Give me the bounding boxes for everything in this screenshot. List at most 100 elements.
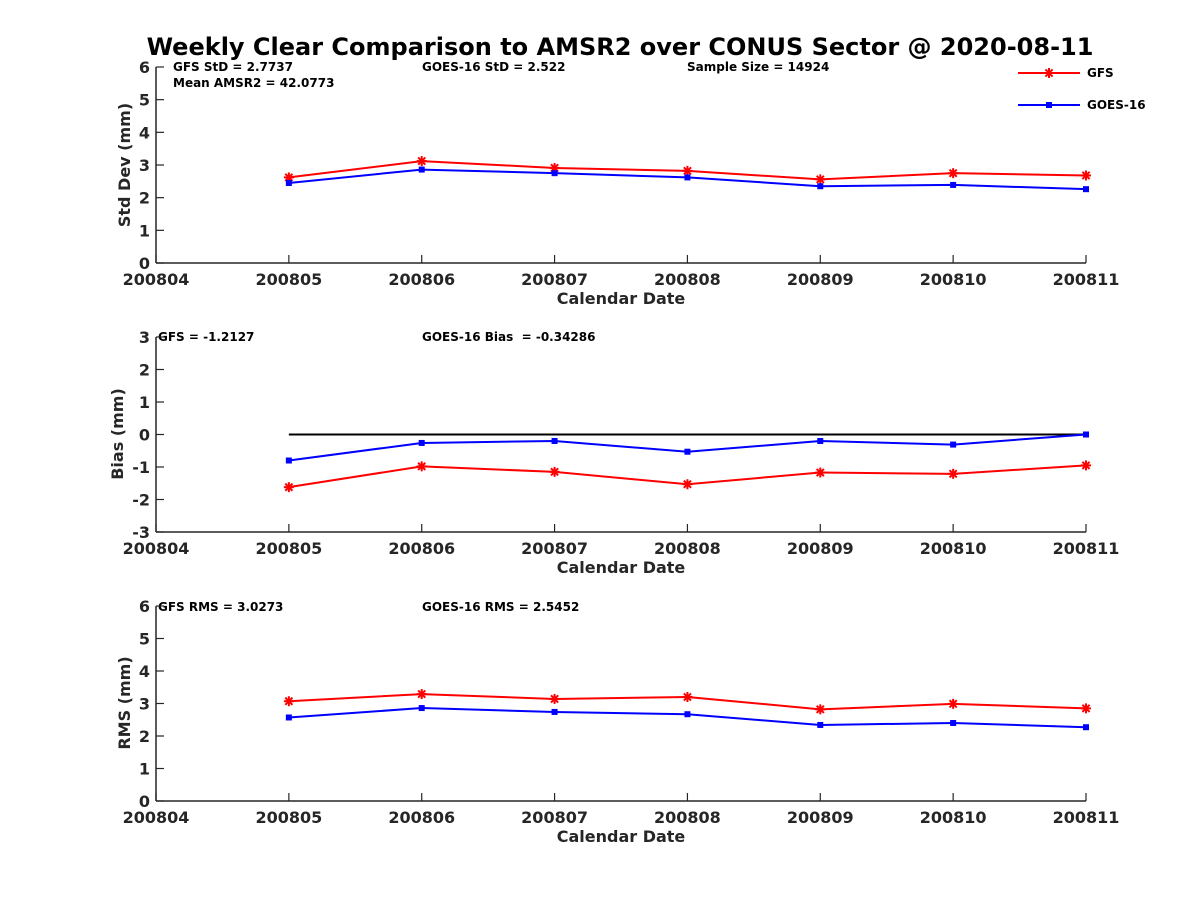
y-tick-label: 4 <box>139 123 150 142</box>
x-tick-label: 200811 <box>1053 270 1120 289</box>
goes-rms-annotation: GOES-16 RMS = 2.5452 <box>422 600 579 614</box>
data-point-gfs <box>416 156 427 167</box>
x-tick-label: 200810 <box>920 270 987 289</box>
gfs-std-annotation: GFS StD = 2.7737 <box>173 60 293 74</box>
x-tick-label: 200807 <box>521 270 588 289</box>
y-tick-label: 2 <box>139 727 150 746</box>
data-point-gfs <box>283 696 294 707</box>
x-tick-label: 200804 <box>123 539 190 558</box>
data-point-gfs <box>682 479 693 490</box>
x-tick-label: 200805 <box>255 270 322 289</box>
y-tick-label: 5 <box>139 91 150 110</box>
data-point-gfs <box>682 692 693 702</box>
y-tick-label: 3 <box>139 695 150 714</box>
y-tick-label: 3 <box>139 328 150 347</box>
sample-size-annotation: Sample Size = 14924 <box>687 60 829 74</box>
y-axis-label: Std Dev (mm) <box>115 103 134 227</box>
figure-title: Weekly Clear Comparison to AMSR2 over CO… <box>147 33 1094 61</box>
x-tick-label: 200809 <box>787 539 854 558</box>
rms-panel: RMS (mm) Calendar Date GFS RMS = 3.0273 … <box>115 597 1119 846</box>
data-point-goes16 <box>285 179 292 186</box>
x-tick-label: 200810 <box>920 808 987 827</box>
series-line-goes16 <box>288 707 1087 729</box>
data-point-goes16 <box>285 457 292 464</box>
data-point-goes16 <box>684 174 691 181</box>
data-point-goes16 <box>1083 186 1089 193</box>
data-point-gfs <box>948 168 959 179</box>
data-point-goes16 <box>950 181 957 188</box>
y-tick-label: 6 <box>139 58 150 77</box>
legend: GFS GOES-16 <box>1018 66 1146 112</box>
y-tick-label: 4 <box>139 662 150 681</box>
bias-panel: Bias (mm) Calendar Date GFS = -1.2127 GO… <box>108 328 1119 577</box>
stddev-panel: Std Dev (mm) Calendar Date GFS StD = 2.7… <box>115 58 1119 308</box>
x-tick-label: 200805 <box>255 808 322 827</box>
data-point-gfs <box>549 693 560 704</box>
x-tick-label: 200806 <box>388 539 455 558</box>
data-point-goes16 <box>684 448 691 455</box>
x-tick-label: 200811 <box>1053 808 1120 827</box>
y-tick-label: 0 <box>139 792 150 811</box>
y-tick-label: 1 <box>139 221 150 240</box>
data-point-gfs <box>815 467 826 478</box>
x-tick-label: 200811 <box>1053 539 1120 558</box>
y-tick-label: -2 <box>132 491 150 510</box>
x-tick-label: 200806 <box>388 808 455 827</box>
x-tick-label: 200808 <box>654 539 721 558</box>
mean-amsr2-annotation: Mean AMSR2 = 42.0773 <box>173 76 334 90</box>
x-tick-label: 200807 <box>521 539 588 558</box>
data-point-gfs <box>283 482 294 493</box>
x-tick-label: 200804 <box>123 270 190 289</box>
x-axis-label: Calendar Date <box>557 289 686 308</box>
data-point-gfs <box>682 165 693 176</box>
data-point-goes16 <box>551 170 558 177</box>
data-point-goes16 <box>817 438 824 444</box>
x-axis-label: Calendar Date <box>557 558 686 577</box>
x-tick-label: 200810 <box>920 539 987 558</box>
data-point-goes16 <box>817 721 824 728</box>
goes-bias-annotation: GOES-16 Bias = -0.34286 <box>422 330 595 344</box>
series-line-goes16 <box>288 433 1087 462</box>
data-point-gfs <box>948 698 959 709</box>
data-point-goes16 <box>418 705 425 712</box>
y-axis-label: RMS (mm) <box>115 656 134 749</box>
legend-label-goes16: GOES-16 <box>1087 98 1146 112</box>
gfs-rms-annotation: GFS RMS = 3.0273 <box>158 600 283 614</box>
data-point-gfs <box>815 174 826 185</box>
data-point-gfs <box>1081 170 1091 181</box>
x-tick-label: 200808 <box>654 808 721 827</box>
legend-label-gfs: GFS <box>1087 66 1114 80</box>
y-tick-label: 3 <box>139 156 150 175</box>
data-point-goes16 <box>950 441 957 448</box>
y-tick-label: 1 <box>139 760 150 779</box>
y-tick-label: 1 <box>139 393 150 412</box>
x-tick-label: 200807 <box>521 808 588 827</box>
data-point-goes16 <box>950 720 957 726</box>
y-tick-label: -1 <box>132 458 150 477</box>
y-tick-label: 0 <box>139 426 150 445</box>
y-tick-label: 0 <box>139 254 150 273</box>
data-point-gfs <box>815 704 826 715</box>
y-tick-label: 6 <box>139 597 150 616</box>
gfs-bias-annotation: GFS = -1.2127 <box>158 330 254 344</box>
data-point-goes16 <box>817 183 824 190</box>
data-point-goes16 <box>418 439 425 446</box>
data-point-gfs <box>948 468 959 479</box>
legend-marker-gfs <box>1044 68 1054 78</box>
x-axis-label: Calendar Date <box>557 827 686 846</box>
x-tick-label: 200805 <box>255 539 322 558</box>
legend-entry-goes16: GOES-16 <box>1018 98 1146 112</box>
data-point-goes16 <box>551 708 558 715</box>
x-tick-label: 200804 <box>123 808 190 827</box>
data-point-gfs <box>549 466 560 477</box>
y-tick-label: 2 <box>139 361 150 380</box>
legend-entry-gfs: GFS <box>1018 66 1114 80</box>
legend-marker-goes16 <box>1046 102 1052 108</box>
x-tick-label: 200808 <box>654 270 721 289</box>
x-tick-label: 200806 <box>388 270 455 289</box>
y-tick-label: -3 <box>132 523 150 542</box>
y-axis-label: Bias (mm) <box>108 388 127 480</box>
data-point-goes16 <box>1083 431 1089 438</box>
goes-std-annotation: GOES-16 StD = 2.522 <box>422 60 565 74</box>
